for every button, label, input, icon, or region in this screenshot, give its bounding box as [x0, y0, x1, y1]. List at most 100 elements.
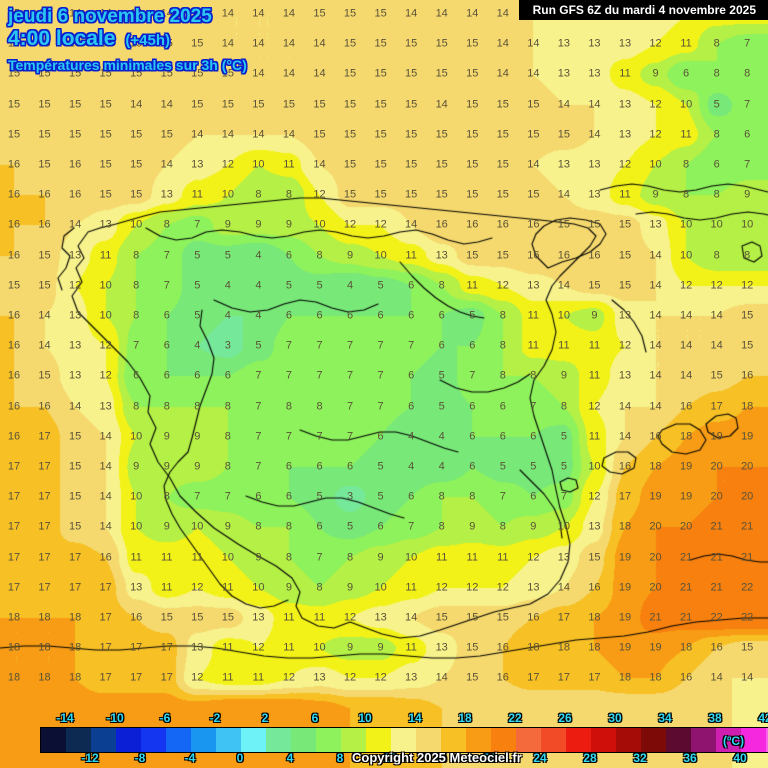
grid-temperature-value: 15: [466, 641, 479, 654]
grid-temperature-value: 10: [679, 98, 693, 111]
grid-temperature-value: 14: [649, 279, 662, 292]
grid-temperature-value: 8: [438, 520, 445, 533]
grid-temperature-value: 7: [377, 400, 384, 413]
grid-temperature-value: 15: [160, 128, 173, 141]
grid-temperature-value: 21: [679, 551, 693, 564]
color-scale-cell: [766, 728, 768, 752]
grid-temperature-value: 15: [374, 188, 387, 201]
grid-temperature-value: 6: [530, 430, 537, 443]
color-scale-cell: [466, 728, 491, 752]
grid-temperature-value: 16: [710, 641, 723, 654]
grid-temperature-value: 17: [160, 671, 173, 684]
grid-temperature-value: 17: [557, 611, 571, 624]
grid-temperature-value: 15: [38, 249, 51, 262]
grid-temperature-value: 17: [99, 581, 112, 594]
grid-temperature-value: 15: [7, 7, 21, 20]
grid-temperature-value: 7: [163, 249, 170, 262]
grid-temperature-value: 19: [618, 551, 632, 564]
color-scale-cell: [566, 728, 591, 752]
grid-temperature-value: 14: [99, 7, 112, 20]
grid-temperature-value: 11: [527, 309, 540, 322]
grid-temperature-value: 16: [527, 218, 540, 231]
temperature-map[interactable]: 15 14 14 14 14 14 14 14 14 14 15 15 15 14 14 14 14 14 14 13…: [0, 0, 768, 710]
grid-temperature-value: 13: [557, 37, 571, 50]
grid-temperature-value: 13: [618, 128, 632, 141]
grid-temperature-value: 12: [741, 279, 754, 292]
grid-temperature-value: 12: [588, 490, 601, 503]
grid-temperature-value: 8: [499, 369, 506, 382]
grid-temperature-value: 16: [496, 641, 509, 654]
grid-temperature-value: 16: [741, 369, 754, 382]
grid-temperature-value: 8: [194, 400, 201, 413]
grid-temperature-value: 14: [649, 339, 662, 352]
grid-temperature-value: 14: [130, 7, 143, 20]
grid-temperature-value: 8: [255, 520, 262, 533]
grid-temperature-value: 10: [405, 551, 418, 564]
grid-temperature-value: 15: [466, 128, 479, 141]
grid-temperature-value: 11: [222, 671, 234, 684]
grid-temperature-value: 15: [527, 128, 540, 141]
grid-temperature-value: 10: [99, 309, 112, 322]
grid-temperature-value: 5: [285, 279, 292, 292]
grid-temperature-value: 16: [7, 339, 21, 352]
grid-temperature-value: 14: [221, 128, 234, 141]
color-scale-tick: 20: [483, 751, 497, 765]
grid-temperature-value: 17: [38, 520, 51, 533]
grid-temperature-value: 8: [499, 520, 506, 533]
color-scale-tick: 10: [358, 711, 372, 725]
grid-temperature-value: 15: [343, 7, 357, 20]
grid-temperature-value: 6: [255, 490, 262, 503]
grid-temperature-value: 14: [282, 128, 296, 141]
grid-temperature-value: 14: [649, 369, 662, 382]
grid-temperature-value: 15: [435, 67, 448, 80]
grid-temperature-value: 19: [679, 460, 693, 473]
grid-temperature-value: 8: [285, 551, 292, 564]
grid-temperature-value: 15: [130, 37, 143, 50]
grid-temperature-value: 9: [194, 460, 201, 473]
grid-temperature-value: 15: [466, 611, 479, 624]
grid-temperature-value: 16: [7, 430, 21, 443]
grid-temperature-value: 14: [618, 400, 632, 413]
grid-temperature-value: 7: [744, 158, 751, 171]
grid-temperature-value: 5: [560, 430, 567, 443]
grid-temperature-value: 17: [7, 490, 21, 503]
grid-temperature-value: 10: [130, 218, 143, 231]
grid-temperature-value: 15: [130, 67, 143, 80]
grid-temperature-value: 15: [38, 279, 51, 292]
color-scale-tick: 30: [608, 711, 622, 725]
grid-temperature-value: 15: [68, 67, 82, 80]
grid-temperature-value: 16: [527, 611, 540, 624]
grid-temperature-value: 14: [710, 671, 723, 684]
grid-temperature-value: 20: [710, 490, 723, 503]
grid-temperature-value: 5: [377, 279, 384, 292]
grid-temperature-value: 8: [530, 369, 537, 382]
color-scale-cell: [241, 728, 266, 752]
grid-temperature-value: 9: [346, 249, 354, 262]
grid-temperature-value: 4: [346, 279, 354, 292]
grid-temperature-value: 6: [713, 158, 720, 171]
grid-temperature-value: 6: [683, 67, 690, 80]
grid-temperature-value: 4: [224, 309, 231, 322]
grid-temperature-value: 14: [588, 98, 601, 111]
grid-temperature-value: 10: [130, 430, 143, 443]
grid-temperature-value: 12: [588, 400, 601, 413]
grid-temperature-value: 5: [499, 460, 506, 473]
color-scale-tick: 8: [336, 751, 344, 765]
grid-temperature-value: 6: [377, 309, 384, 322]
grid-temperature-value: 10: [557, 520, 571, 533]
grid-temperature-value: 15: [405, 67, 418, 80]
grid-temperature-value: 5: [224, 249, 231, 262]
grid-temperature-value: 13: [588, 188, 601, 201]
grid-temperature-value: 15: [466, 98, 479, 111]
grid-temperature-value: 8: [469, 490, 476, 503]
grid-temperature-value: 13: [68, 309, 82, 322]
grid-temperature-value: 9: [194, 430, 201, 443]
grid-temperature-value: 4: [224, 279, 231, 292]
color-scale-cell: [291, 728, 316, 752]
grid-temperature-value: 11: [527, 339, 540, 352]
grid-temperature-value: 15: [38, 37, 51, 50]
grid-temperature-value: 6: [224, 369, 231, 382]
grid-temperature-value: 14: [649, 249, 662, 262]
grid-temperature-value: 15: [557, 218, 571, 231]
color-scale-cell: [216, 728, 241, 752]
